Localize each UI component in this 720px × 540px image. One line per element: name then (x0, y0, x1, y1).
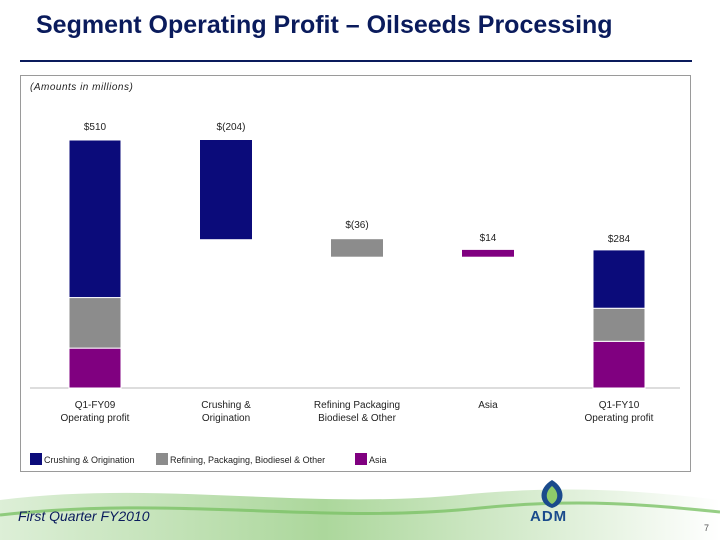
footer-text: First Quarter FY2010 (18, 508, 150, 524)
title-rule (20, 60, 692, 62)
bar-q1-fy09-operating-profit-asia (68, 347, 122, 389)
category-label-1-line-1: Q1-FY09 (75, 400, 116, 411)
bar-q1-fy10-operating-profit-asia (592, 340, 646, 389)
bar-q1-fy10-operating-profit-refining-packaging-biodiesel-other (592, 307, 646, 342)
category-label-4-line-1: Asia (478, 400, 498, 411)
bar-q1-fy09-operating-profit-crushing-origination (68, 139, 122, 299)
category-label-1-line-2: Operating profit (61, 413, 130, 424)
legend-swatch-refining-packaging-biodiesel-other (156, 453, 168, 465)
value-label-2: $(204) (217, 122, 246, 133)
bar-q1-fy09-operating-profit-refining-packaging-biodiesel-other (68, 297, 122, 349)
page-title: Segment Operating Profit – Oilseeds Proc… (36, 11, 613, 39)
legend-label-crushing-origination: Crushing & Origination (44, 455, 135, 465)
category-label-2-line-1: Crushing & (201, 400, 251, 411)
category-label-3-line-2: Biodiesel & Other (318, 413, 396, 424)
legend-swatch-crushing-origination (30, 453, 42, 465)
footer-wave-decoration (0, 489, 720, 540)
value-label-1: $510 (84, 122, 107, 133)
value-label-3: $(36) (345, 220, 368, 231)
bar-crushing-origination-change (200, 140, 252, 240)
chart-panel (20, 75, 691, 472)
category-label-5-line-2: Operating profit (585, 413, 654, 424)
adm-logo-icon (541, 480, 563, 508)
legend-label-refining-packaging-biodiesel-other: Refining, Packaging, Biodiesel & Other (170, 455, 325, 465)
amounts-note: (Amounts in millions) (30, 82, 134, 93)
value-label-5: $284 (608, 234, 631, 245)
legend-label-asia: Asia (369, 455, 387, 465)
bar-q1-fy10-operating-profit-crushing-origination (592, 249, 646, 309)
category-label-2-line-2: Origination (202, 413, 250, 424)
category-label-5-line-1: Q1-FY10 (599, 400, 640, 411)
page-number: 7 (704, 523, 710, 533)
bar-refining-packaging-biodiesel-other-change (331, 239, 383, 257)
logo-text: ADM (530, 508, 568, 525)
legend-swatch-asia (355, 453, 367, 465)
value-label-4: $14 (480, 233, 497, 244)
category-label-3-line-1: Refining Packaging (314, 400, 400, 411)
bar-asia-change (462, 249, 514, 257)
